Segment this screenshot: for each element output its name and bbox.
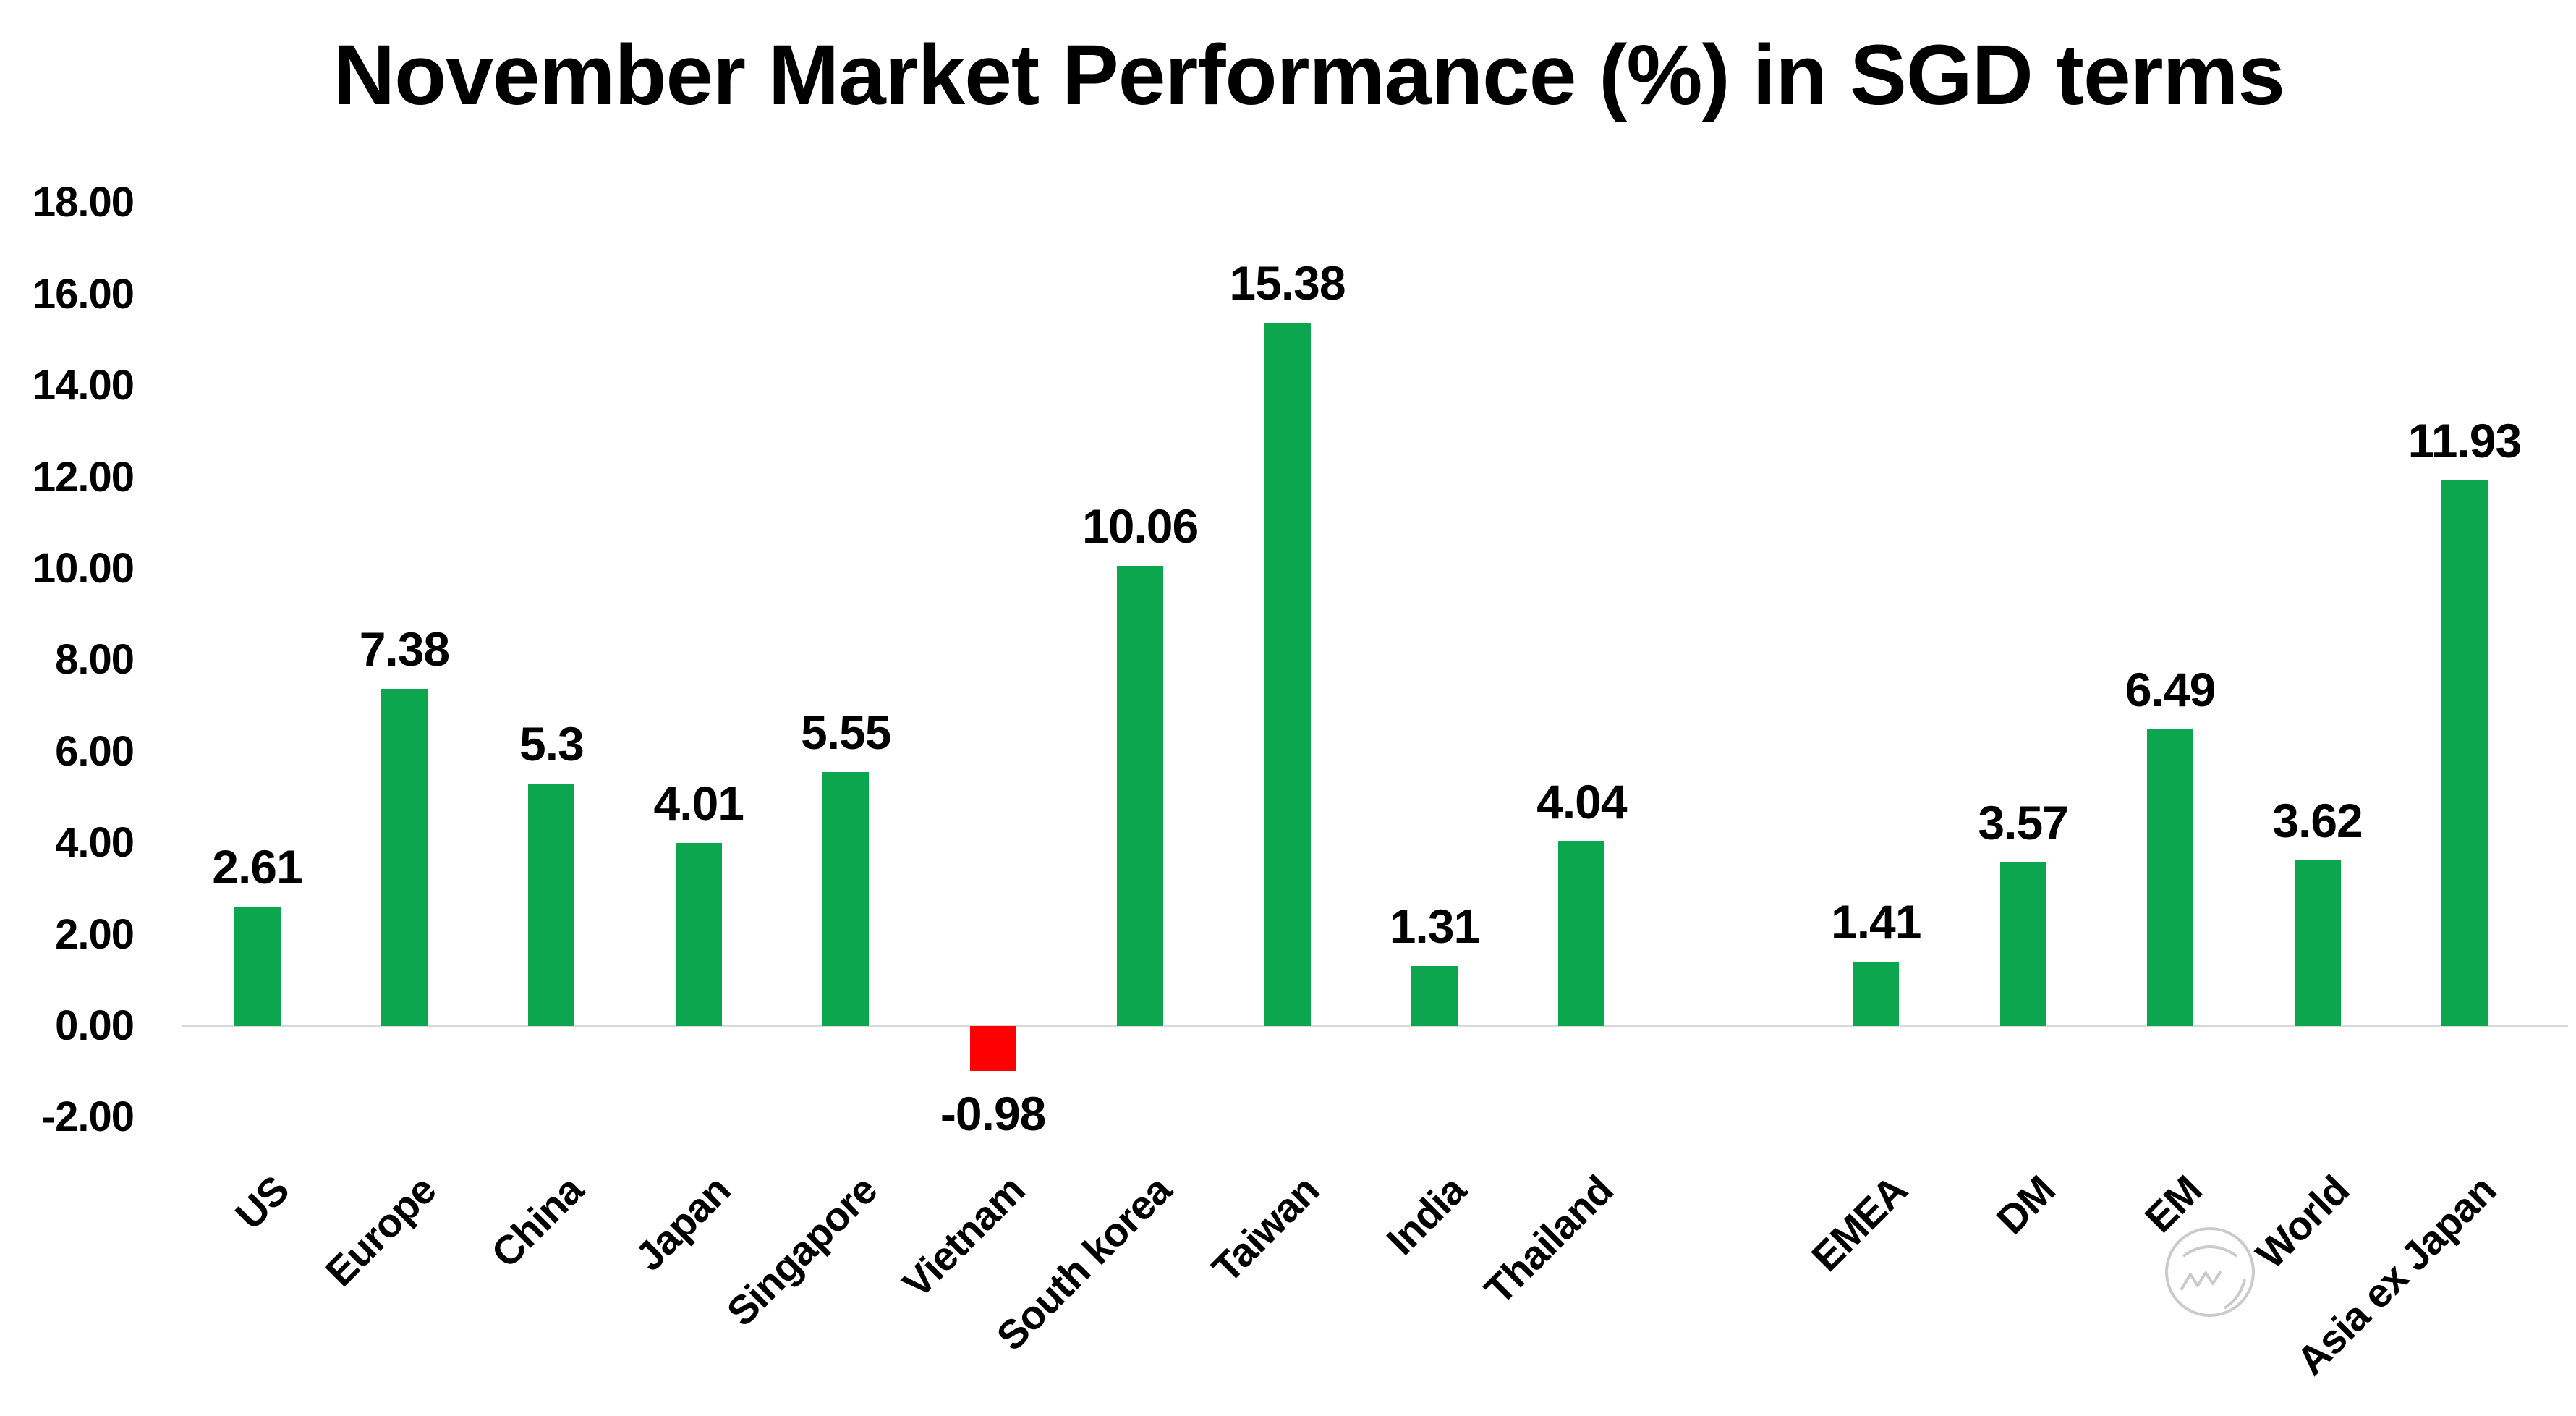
y-axis-tick-label: 8.00 — [55, 636, 135, 684]
bar-china — [528, 784, 575, 1026]
tiger-circle-logo-icon — [2165, 1227, 2255, 1317]
bar-asia-ex-japan — [2441, 480, 2488, 1026]
value-label-europe: 7.38 — [359, 622, 450, 676]
value-label-dm: 3.57 — [1978, 796, 2068, 850]
bar-em — [2147, 729, 2194, 1026]
bar-vietnam — [969, 1026, 1016, 1071]
y-axis-tick-label: 2.00 — [55, 910, 135, 958]
category-label-europe: Europe — [316, 1166, 445, 1295]
y-axis-tick-label: 0.00 — [55, 1002, 135, 1049]
y-axis-tick-label: 4.00 — [55, 819, 135, 867]
bar-world — [2294, 860, 2341, 1026]
y-axis-tick-label: 6.00 — [55, 727, 135, 775]
bar-europe — [381, 688, 428, 1026]
category-label-china: China — [482, 1166, 592, 1276]
y-axis-tick-label: 16.00 — [32, 270, 135, 318]
value-label-vietnam: -0.98 — [940, 1086, 1046, 1140]
value-label-taiwan: 15.38 — [1229, 255, 1346, 310]
value-label-us: 2.61 — [212, 840, 302, 894]
y-axis-tick-label: 18.00 — [32, 179, 135, 226]
bar-japan — [675, 842, 722, 1026]
category-label-vietnam: Vietnam — [893, 1166, 1033, 1307]
value-label-singapore: 5.55 — [800, 705, 891, 760]
bar-india — [1411, 966, 1458, 1026]
bar-us — [234, 907, 281, 1026]
bar-thailand — [1558, 841, 1605, 1026]
category-label-singapore: Singapore — [718, 1166, 886, 1335]
bar-south-korea — [1117, 566, 1164, 1026]
category-label-taiwan: Taiwan — [1203, 1166, 1327, 1292]
value-label-south-korea: 10.06 — [1081, 499, 1199, 554]
value-label-world: 3.62 — [2272, 794, 2363, 848]
x-axis-baseline — [182, 1025, 2568, 1027]
y-axis-tick-label: 10.00 — [32, 545, 135, 592]
value-label-emea: 1.41 — [1830, 894, 1921, 949]
value-label-thailand: 4.04 — [1536, 774, 1627, 828]
category-label-dm: DM — [1987, 1166, 2063, 1243]
value-label-asia-ex-japan: 11.93 — [2407, 414, 2522, 468]
value-label-em: 6.49 — [2125, 662, 2216, 716]
category-label-us: US — [226, 1166, 297, 1238]
category-label-india: India — [1377, 1166, 1475, 1264]
value-label-china: 5.3 — [519, 717, 585, 771]
bar-emea — [1853, 961, 1900, 1026]
category-label-japan: Japan — [626, 1166, 739, 1280]
y-axis-tick-label: 14.00 — [32, 362, 135, 410]
y-axis-tick-label: 12.00 — [32, 453, 135, 501]
chart-title: November Market Performance (%) in SGD t… — [333, 27, 2285, 123]
category-label-emea: EMEA — [1803, 1166, 1916, 1280]
y-axis-tick-label: -2.00 — [41, 1093, 135, 1141]
value-label-japan: 4.01 — [653, 776, 744, 830]
bar-taiwan — [1264, 322, 1311, 1026]
bar-singapore — [822, 772, 870, 1026]
bar-dm — [1999, 862, 2046, 1026]
category-label-thailand: Thailand — [1475, 1166, 1622, 1313]
value-label-india: 1.31 — [1389, 899, 1480, 954]
